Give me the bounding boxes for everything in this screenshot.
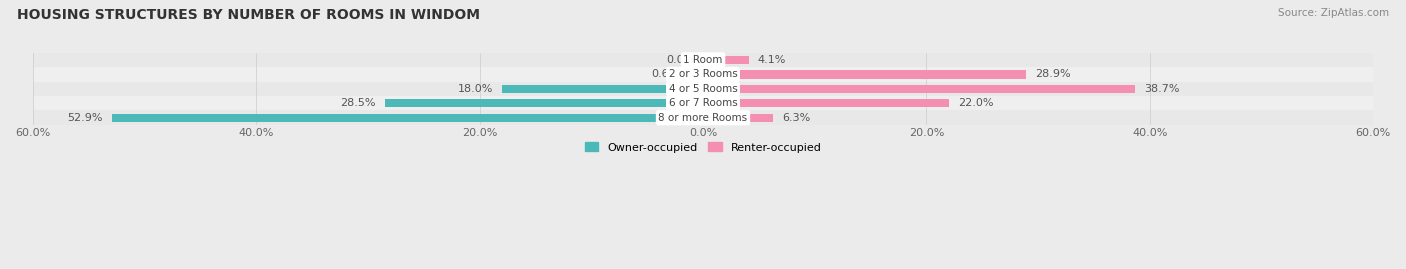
Text: 0.0%: 0.0%: [666, 55, 695, 65]
Text: 8 or more Rooms: 8 or more Rooms: [658, 113, 748, 123]
Text: 0.64%: 0.64%: [651, 69, 688, 79]
Text: 52.9%: 52.9%: [67, 113, 103, 123]
Bar: [502, 85, 703, 93]
Bar: [703, 56, 749, 64]
Bar: [112, 114, 703, 122]
Text: 4.1%: 4.1%: [758, 55, 786, 65]
Bar: [32, 67, 1374, 82]
Bar: [32, 111, 1374, 125]
Text: 18.0%: 18.0%: [457, 84, 494, 94]
Bar: [32, 96, 1374, 111]
Bar: [703, 99, 949, 107]
Bar: [703, 70, 1026, 79]
Text: 2 or 3 Rooms: 2 or 3 Rooms: [669, 69, 737, 79]
Text: HOUSING STRUCTURES BY NUMBER OF ROOMS IN WINDOM: HOUSING STRUCTURES BY NUMBER OF ROOMS IN…: [17, 8, 479, 22]
Bar: [385, 99, 703, 107]
Text: 4 or 5 Rooms: 4 or 5 Rooms: [669, 84, 737, 94]
Text: Source: ZipAtlas.com: Source: ZipAtlas.com: [1278, 8, 1389, 18]
Legend: Owner-occupied, Renter-occupied: Owner-occupied, Renter-occupied: [581, 138, 825, 157]
Text: 6 or 7 Rooms: 6 or 7 Rooms: [669, 98, 737, 108]
Text: 22.0%: 22.0%: [957, 98, 993, 108]
Bar: [32, 53, 1374, 67]
Text: 28.9%: 28.9%: [1035, 69, 1070, 79]
Text: 28.5%: 28.5%: [340, 98, 375, 108]
Text: 1 Room: 1 Room: [683, 55, 723, 65]
Text: 38.7%: 38.7%: [1144, 84, 1180, 94]
Bar: [703, 114, 773, 122]
Bar: [703, 85, 1136, 93]
Bar: [32, 82, 1374, 96]
Text: 6.3%: 6.3%: [782, 113, 811, 123]
Bar: [696, 70, 703, 79]
